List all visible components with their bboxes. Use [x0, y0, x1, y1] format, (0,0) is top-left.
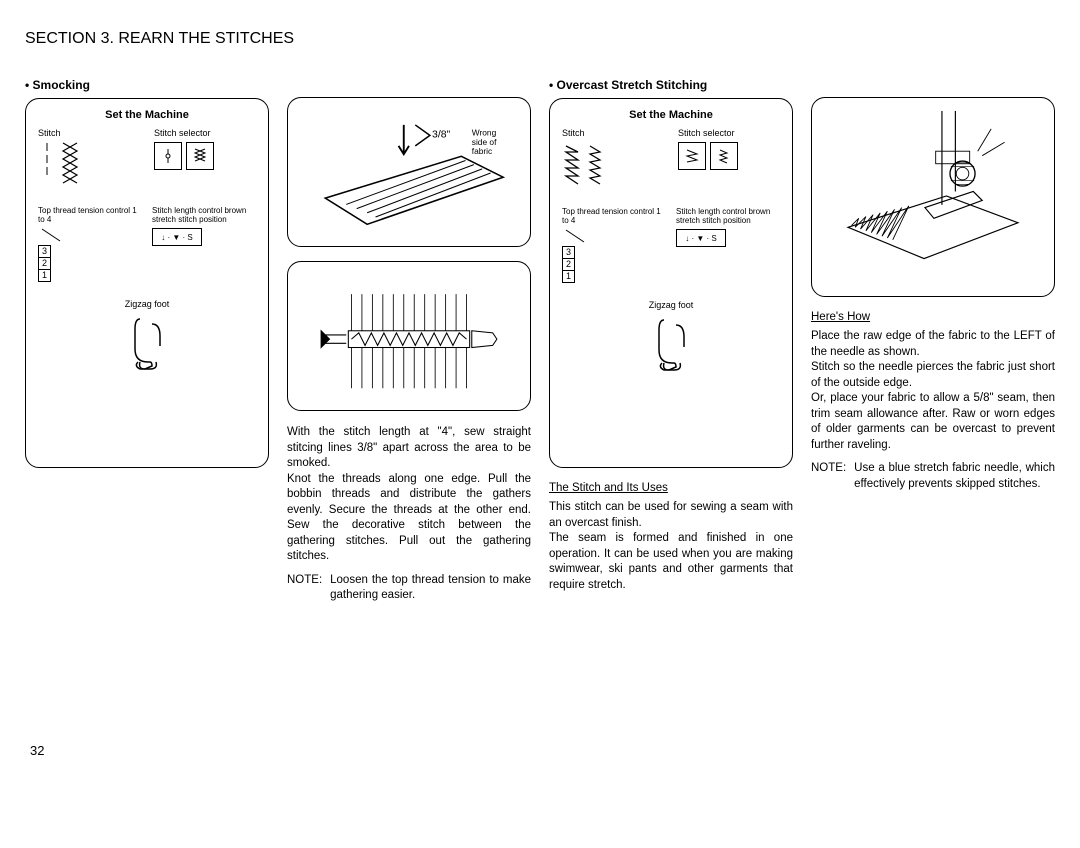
hh-note-body: Use a blue stretch fabric needle, which … — [854, 461, 1055, 492]
ov-label-stitch: Stitch — [562, 129, 664, 139]
ov-label-selector: Stitch selector — [678, 129, 780, 139]
smocking-panel-title: Set the Machine — [38, 109, 256, 121]
label-top-thread: Top thread tension control 1 to 4 — [38, 207, 142, 225]
col-3: Overcast Stretch Stitching Set the Machi… — [549, 78, 793, 604]
smocking-note: NOTE: Loosen the top thread tension to m… — [287, 573, 531, 604]
label-selector: Stitch selector — [154, 129, 256, 139]
length-indicator: ↓ · ▼ · S — [152, 228, 202, 246]
ov-label-zigzag: Zigzag foot — [562, 301, 780, 311]
measure-label: 3/8" — [432, 129, 451, 140]
fabric-diagram-icon: 3/8" Wrong side of fabric — [294, 104, 524, 240]
heres-how-title: Here's How — [811, 311, 1055, 323]
selector-box-1 — [154, 142, 182, 170]
content-columns: Smocking Set the Machine Stitch — [25, 78, 1055, 604]
uses-title: The Stitch and Its Uses — [549, 482, 793, 494]
col-2: 3/8" Wrong side of fabric With the stitc… — [287, 78, 531, 604]
smocking-body: With the stitch length at "4", sew strai… — [287, 425, 531, 565]
overcast-panel: Set the Machine Stitch Stitch selector — [549, 98, 793, 468]
col-1: Smocking Set the Machine Stitch — [25, 78, 269, 604]
uses-body: This stitch can be used for sewing a sea… — [549, 500, 793, 593]
label-zigzag-foot: Zigzag foot — [38, 300, 256, 310]
ov-zigzag-foot-icon — [644, 315, 699, 375]
selector-box-2 — [186, 142, 214, 170]
svg-text:fabric: fabric — [472, 146, 492, 156]
page-number: 32 — [30, 743, 44, 758]
ov-label-top-thread: Top thread tension control 1 to 4 — [562, 208, 666, 226]
ov-selector-box-2 — [710, 142, 738, 170]
note-body: Loosen the top thread tension to make ga… — [330, 573, 531, 604]
heres-how-body: Place the raw edge of the fabric to the … — [811, 329, 1055, 453]
ov-label-stitch-length: Stitch length control brown stretch stit… — [676, 208, 780, 226]
zigzag-foot-icon — [120, 314, 175, 374]
ov-selector-box-1 — [678, 142, 706, 170]
label-stitch-length: Stitch length control brown stretch stit… — [152, 207, 256, 225]
tension-scale: 321 — [38, 245, 51, 282]
col-4: Here's How Place the raw edge of the fab… — [811, 78, 1055, 604]
overcast-panel-title: Set the Machine — [562, 109, 780, 121]
ov-tension-scale: 321 — [562, 246, 575, 283]
gather-diagram-icon — [294, 268, 524, 404]
note-label: NOTE: — [287, 573, 322, 604]
overcast-heading: Overcast Stretch Stitching — [549, 78, 793, 92]
ov-tension-arrow-icon — [562, 228, 592, 246]
smocking-heading: Smocking — [25, 78, 269, 92]
smocking-diagram-2 — [287, 261, 531, 411]
stitch-pattern-icon — [60, 141, 82, 187]
section-title: SECTION 3. REARN THE STITCHES — [25, 30, 1055, 48]
smocking-panel: Set the Machine Stitch — [25, 98, 269, 468]
overcast-stitch-icon-2 — [586, 142, 606, 188]
tension-arrow-icon — [38, 227, 68, 245]
label-stitch: Stitch — [38, 129, 140, 139]
heres-how-note: NOTE: Use a blue stretch fabric needle, … — [811, 461, 1055, 492]
needle-panel — [811, 97, 1055, 297]
needle-diagram-icon — [816, 102, 1050, 272]
stitch-icon — [38, 141, 56, 187]
overcast-stitch-icon-1 — [562, 142, 582, 188]
hh-note-label: NOTE: — [811, 461, 846, 492]
smocking-diagram-1: 3/8" Wrong side of fabric — [287, 97, 531, 247]
ov-length-indicator: ↓ · ▼ · S — [676, 229, 726, 247]
